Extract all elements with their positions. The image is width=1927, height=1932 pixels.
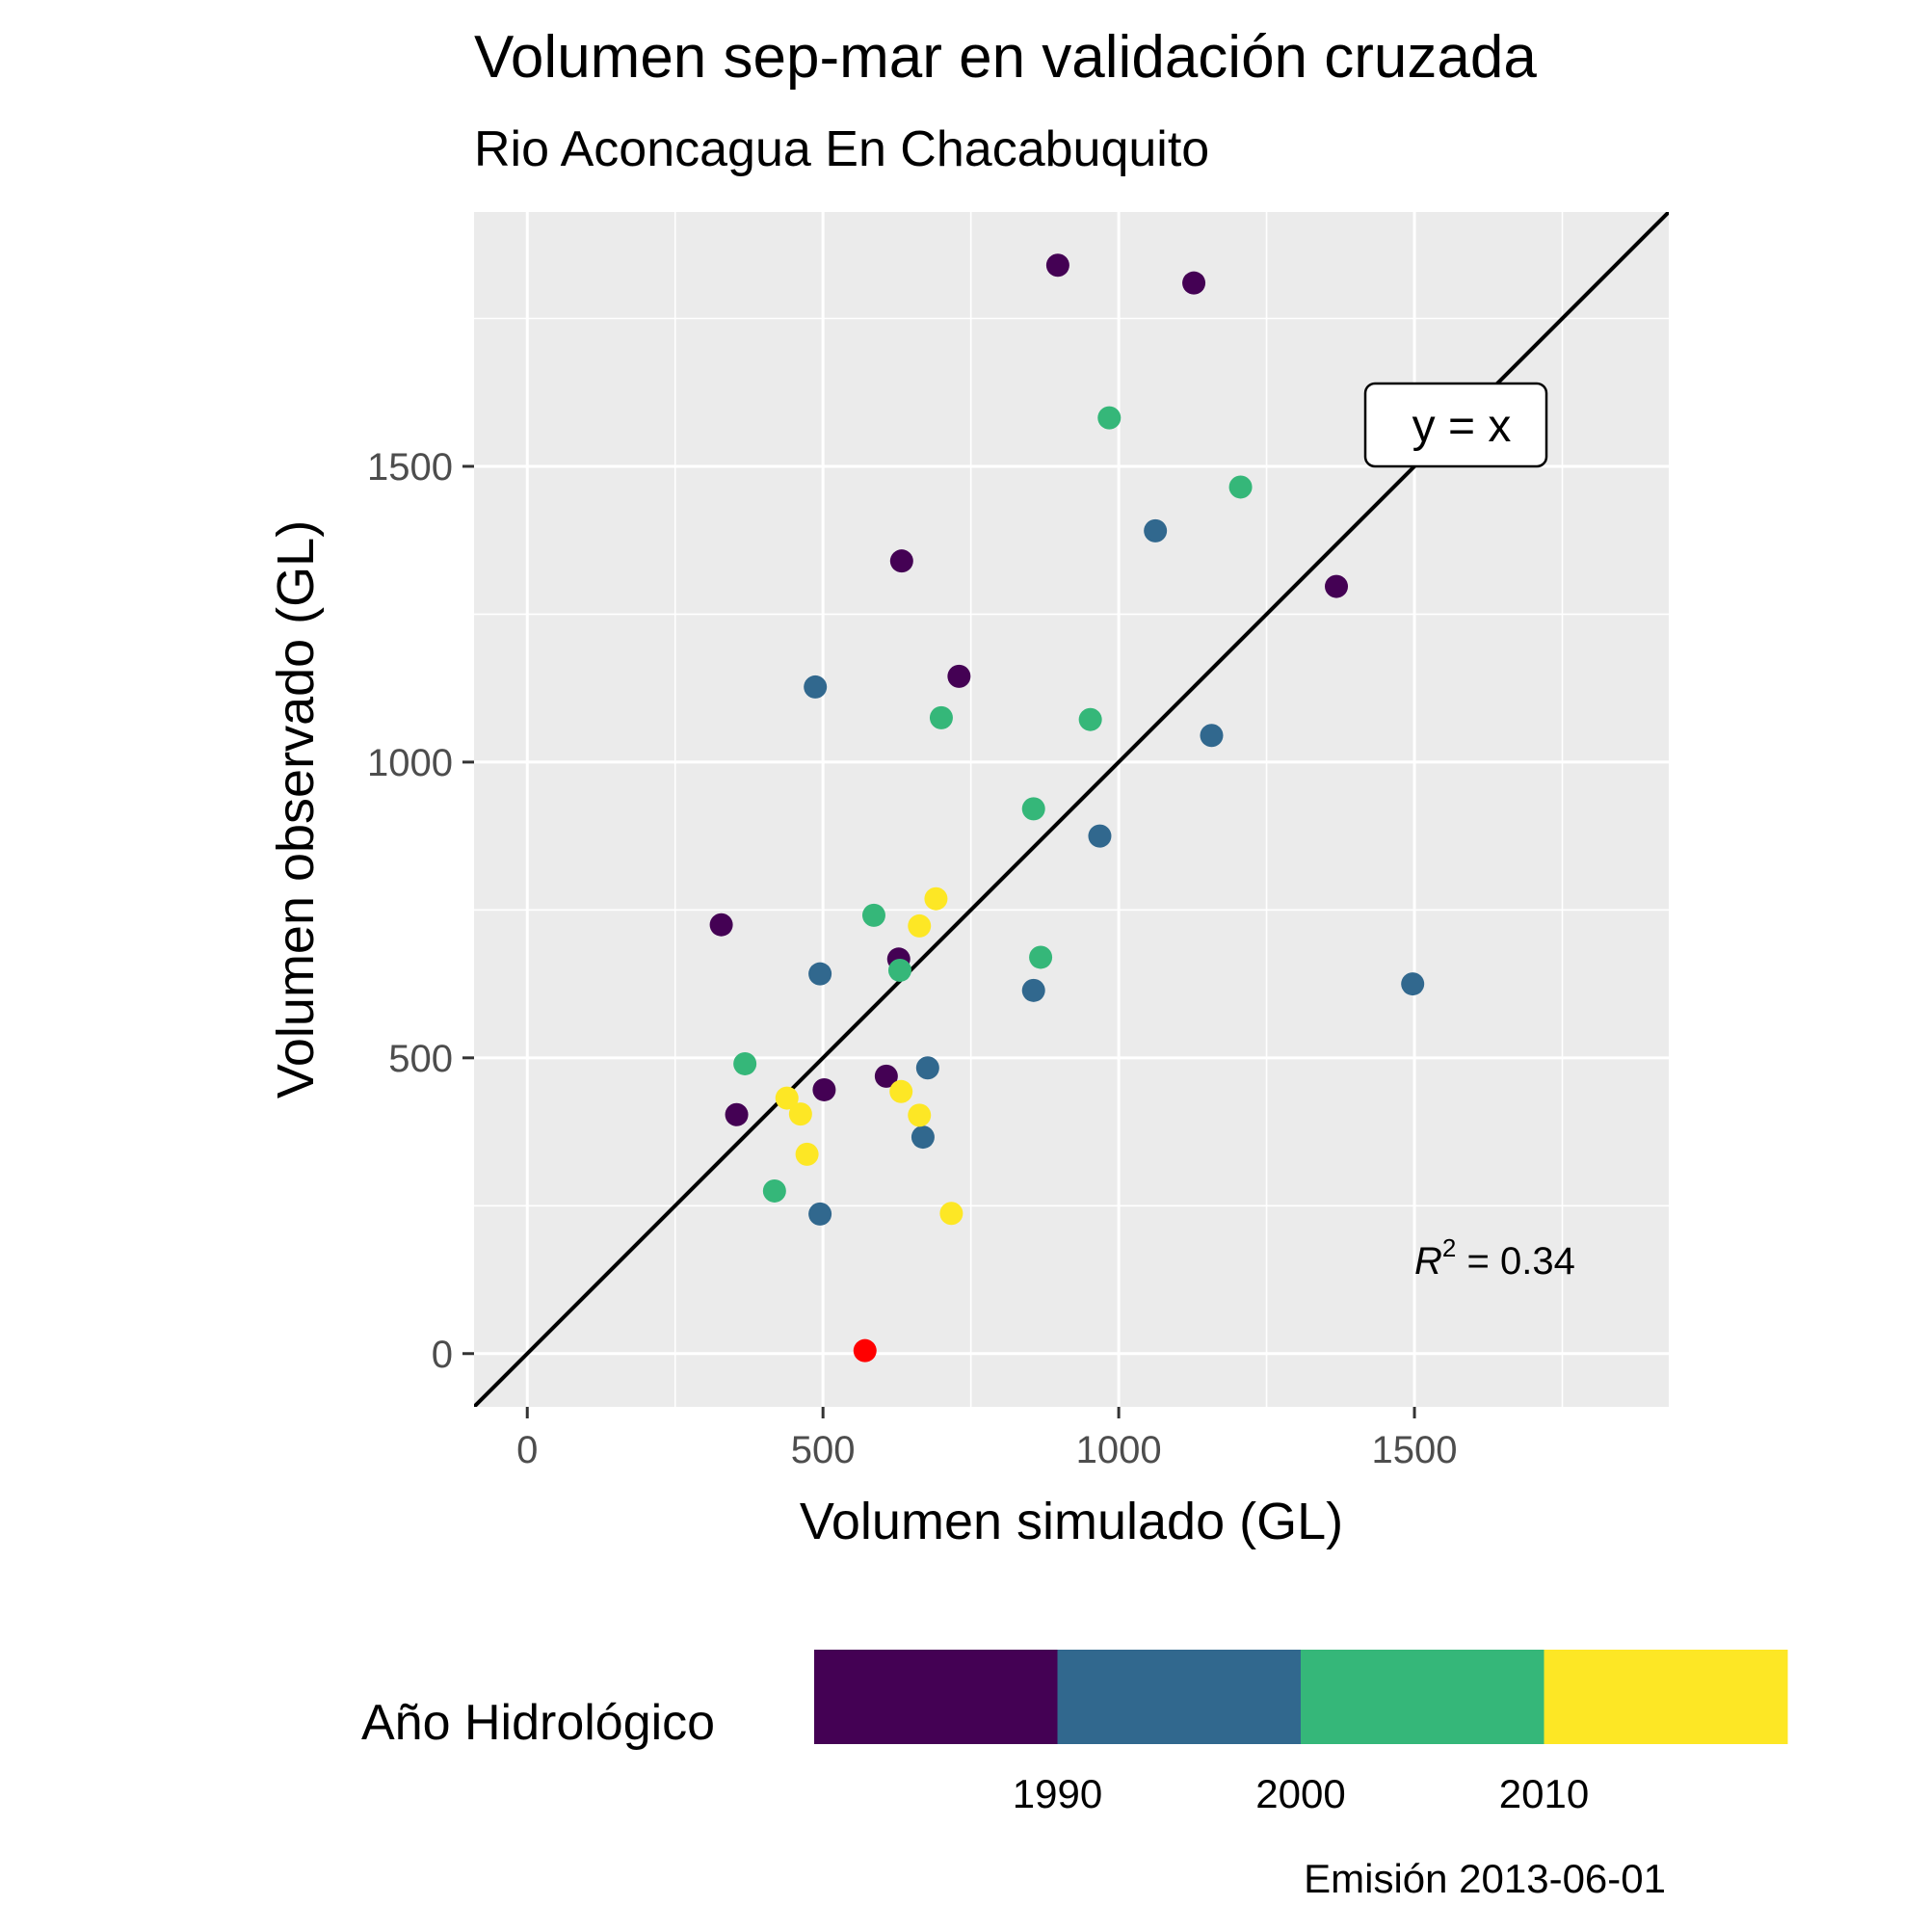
data-point [1182, 271, 1206, 295]
y-axis-title: Volumen observado (GL) [267, 520, 325, 1098]
reference-line-label-box [1363, 382, 1548, 468]
data-point [804, 675, 828, 699]
data-point [939, 1202, 964, 1226]
legend-color-segment [1544, 1650, 1788, 1744]
r-squared-symbol: R [1414, 1240, 1442, 1283]
x-tick-label: 1000 [1076, 1429, 1162, 1471]
r-squared-superscript: 2 [1442, 1233, 1456, 1262]
data-point [1228, 475, 1253, 499]
data-point [908, 913, 932, 938]
data-point [915, 1056, 939, 1080]
data-point [1021, 978, 1045, 1002]
y-tick-label: 0 [432, 1334, 453, 1376]
legend-tick-label: 2000 [1255, 1771, 1345, 1816]
data-point [1021, 797, 1045, 821]
chart-subtitle: Rio Aconcagua En Chacabuquito [474, 121, 1209, 177]
legend-color-segment [814, 1650, 1058, 1744]
x-tick-label: 0 [516, 1429, 538, 1471]
data-point [908, 1103, 932, 1127]
x-tick-label: 1500 [1372, 1429, 1458, 1471]
data-point-highlight [853, 1338, 877, 1363]
x-tick-label: 500 [791, 1429, 856, 1471]
reference-line-label-text: y = x [1412, 401, 1512, 452]
legend-color-segment [1301, 1650, 1544, 1744]
r-squared-value: = 0.34 [1456, 1240, 1574, 1283]
legend-tick-labels: 1990 2000 2010 [1013, 1771, 1589, 1816]
data-point [889, 1079, 913, 1103]
data-point [1401, 972, 1425, 996]
data-point [808, 962, 832, 986]
data-point [1029, 945, 1053, 969]
data-point [812, 1077, 836, 1101]
data-point [874, 1064, 898, 1088]
data-point [775, 1086, 799, 1110]
legend-title: Año Hidrológico [361, 1695, 715, 1751]
legend-tick-label: 1990 [1013, 1771, 1102, 1816]
caption: Emisión 2013-06-01 [1304, 1856, 1666, 1901]
data-point [1144, 518, 1168, 543]
legend-color-segment [1057, 1650, 1302, 1744]
data-point [911, 1125, 935, 1150]
data-point [1045, 253, 1069, 278]
chart-title: Volumen sep-mar en validación cruzada [474, 24, 1537, 91]
data-point [947, 664, 971, 688]
data-point [889, 549, 913, 573]
data-point [733, 1051, 757, 1075]
data-point [1078, 707, 1102, 731]
data-point [1088, 824, 1112, 848]
data-point [924, 887, 948, 911]
data-point [808, 1202, 832, 1226]
r-squared-annotation: R2 = 0.34 [1414, 1233, 1575, 1283]
y-tick-label: 1000 [367, 742, 453, 784]
data-point [709, 913, 733, 937]
data-point [788, 1102, 812, 1126]
axis-ticks [462, 464, 1416, 1418]
data-point [1200, 724, 1224, 748]
data-point [1325, 574, 1349, 598]
x-axis-title: Volumen simulado (GL) [800, 1493, 1343, 1550]
data-point [929, 705, 953, 729]
y-tick-label: 500 [388, 1038, 453, 1080]
y-tick-label: 1500 [367, 446, 453, 489]
data-point [762, 1178, 786, 1203]
reference-line-label: y = x [1363, 382, 1548, 468]
y-tick-labels: 0 500 1000 1500 [367, 446, 453, 1376]
data-point [887, 958, 911, 982]
data-point [725, 1102, 749, 1126]
data-point [861, 903, 885, 927]
data-point [795, 1142, 819, 1166]
legend-colorbar [814, 1650, 1788, 1744]
points-layer [709, 253, 1425, 1363]
data-point [1097, 406, 1122, 430]
x-tick-labels: 0 500 1000 1500 [516, 1429, 1457, 1471]
legend-tick-label: 2010 [1499, 1771, 1589, 1816]
